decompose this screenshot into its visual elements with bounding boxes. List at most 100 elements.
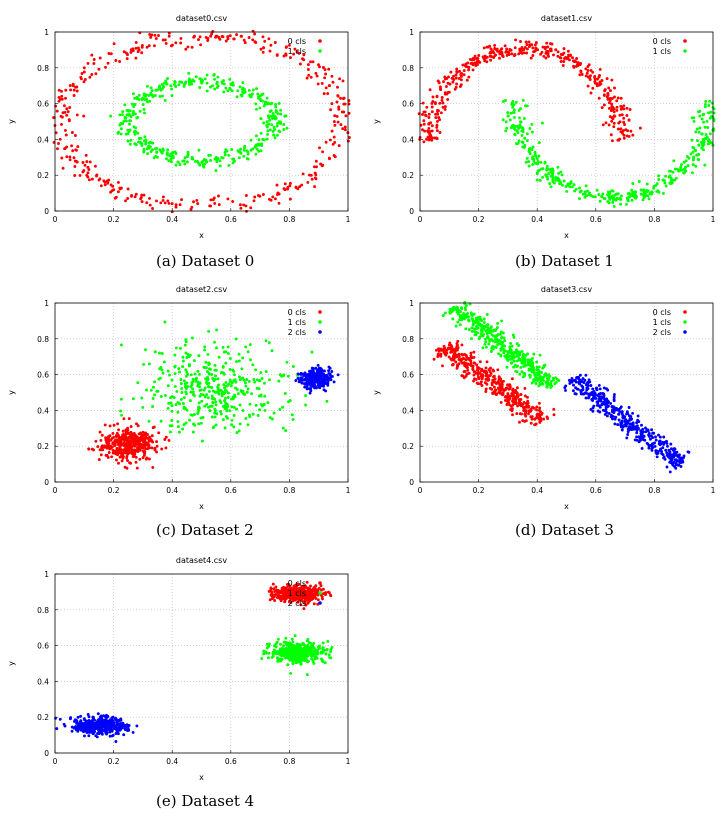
y-tick-label: 0.8 (37, 335, 49, 344)
data-point (437, 116, 441, 119)
data-point (592, 391, 596, 394)
data-point (599, 82, 603, 86)
data-point (239, 151, 243, 155)
data-point (511, 403, 515, 407)
data-point (601, 192, 605, 196)
data-point (207, 385, 211, 389)
data-point (155, 389, 159, 393)
data-point (327, 590, 330, 594)
data-point (186, 353, 190, 356)
data-point (61, 166, 65, 170)
data-point (155, 155, 159, 159)
data-point (60, 156, 64, 160)
plot-frame (419, 31, 714, 212)
data-point (305, 580, 309, 584)
data-point (704, 137, 708, 141)
data-point (607, 101, 611, 105)
data-point (486, 328, 489, 332)
data-point (259, 149, 263, 153)
data-point (545, 167, 549, 170)
data-point (251, 363, 255, 367)
data-point (60, 97, 64, 101)
data-point (292, 52, 296, 56)
data-point (119, 122, 123, 125)
data-point (190, 82, 194, 86)
data-point (329, 594, 333, 598)
data-point (167, 401, 171, 405)
data-point (303, 385, 307, 389)
data-point (112, 42, 116, 46)
data-point (451, 317, 455, 321)
data-point (643, 438, 647, 442)
data-point (207, 153, 211, 157)
data-point (317, 63, 320, 67)
data-point (215, 328, 219, 332)
data-point (695, 153, 699, 157)
data-point (320, 657, 323, 661)
data-point (427, 122, 431, 126)
data-point (258, 106, 262, 110)
data-point (228, 357, 232, 360)
data-point (164, 393, 167, 397)
data-point (324, 374, 328, 377)
data-point (619, 194, 623, 198)
data-point (530, 122, 534, 126)
data-point (610, 119, 614, 123)
data-point (608, 99, 612, 102)
data-point (596, 409, 600, 413)
data-point (559, 56, 563, 60)
data-point (466, 368, 470, 372)
data-point (119, 409, 123, 413)
data-point (347, 136, 351, 139)
data-point (504, 129, 508, 133)
data-point (636, 418, 640, 422)
data-point (104, 453, 108, 457)
data-point (137, 140, 140, 144)
data-point (459, 310, 462, 314)
data-point (329, 375, 333, 379)
x-tick-label: 0.8 (648, 215, 660, 224)
data-point (140, 193, 144, 197)
y-axis-label: y (7, 390, 16, 395)
data-point (691, 150, 695, 154)
data-point (539, 160, 543, 164)
data-point (296, 594, 299, 598)
data-point (332, 135, 336, 139)
data-point (438, 131, 442, 134)
y-tick-label: 0.2 (402, 442, 414, 451)
data-point (159, 366, 163, 369)
data-point (657, 174, 661, 178)
data-point (97, 458, 101, 462)
data-point (291, 589, 295, 593)
data-point (128, 128, 132, 132)
data-point (508, 354, 512, 358)
data-point (331, 80, 335, 84)
data-point (282, 128, 286, 131)
data-point (709, 110, 713, 114)
data-point (467, 371, 471, 375)
data-point (258, 194, 262, 198)
data-point (523, 45, 527, 49)
data-point (427, 116, 431, 119)
data-point (493, 377, 497, 381)
data-point (120, 459, 124, 463)
data-point (208, 204, 212, 208)
series-1-cls (260, 634, 334, 677)
data-point (133, 450, 137, 453)
data-point (134, 460, 138, 464)
data-point (301, 590, 304, 594)
data-point (155, 444, 159, 448)
data-point (183, 343, 187, 347)
data-point (343, 102, 347, 106)
data-point (657, 178, 661, 181)
data-point (472, 373, 476, 377)
data-point (206, 396, 210, 400)
data-point (124, 443, 128, 447)
data-point (498, 390, 502, 394)
data-point (133, 132, 137, 136)
data-point (273, 197, 277, 201)
x-tick-label: 0.8 (283, 486, 295, 495)
data-point (618, 113, 622, 117)
data-point (308, 173, 311, 177)
data-point (512, 103, 516, 107)
